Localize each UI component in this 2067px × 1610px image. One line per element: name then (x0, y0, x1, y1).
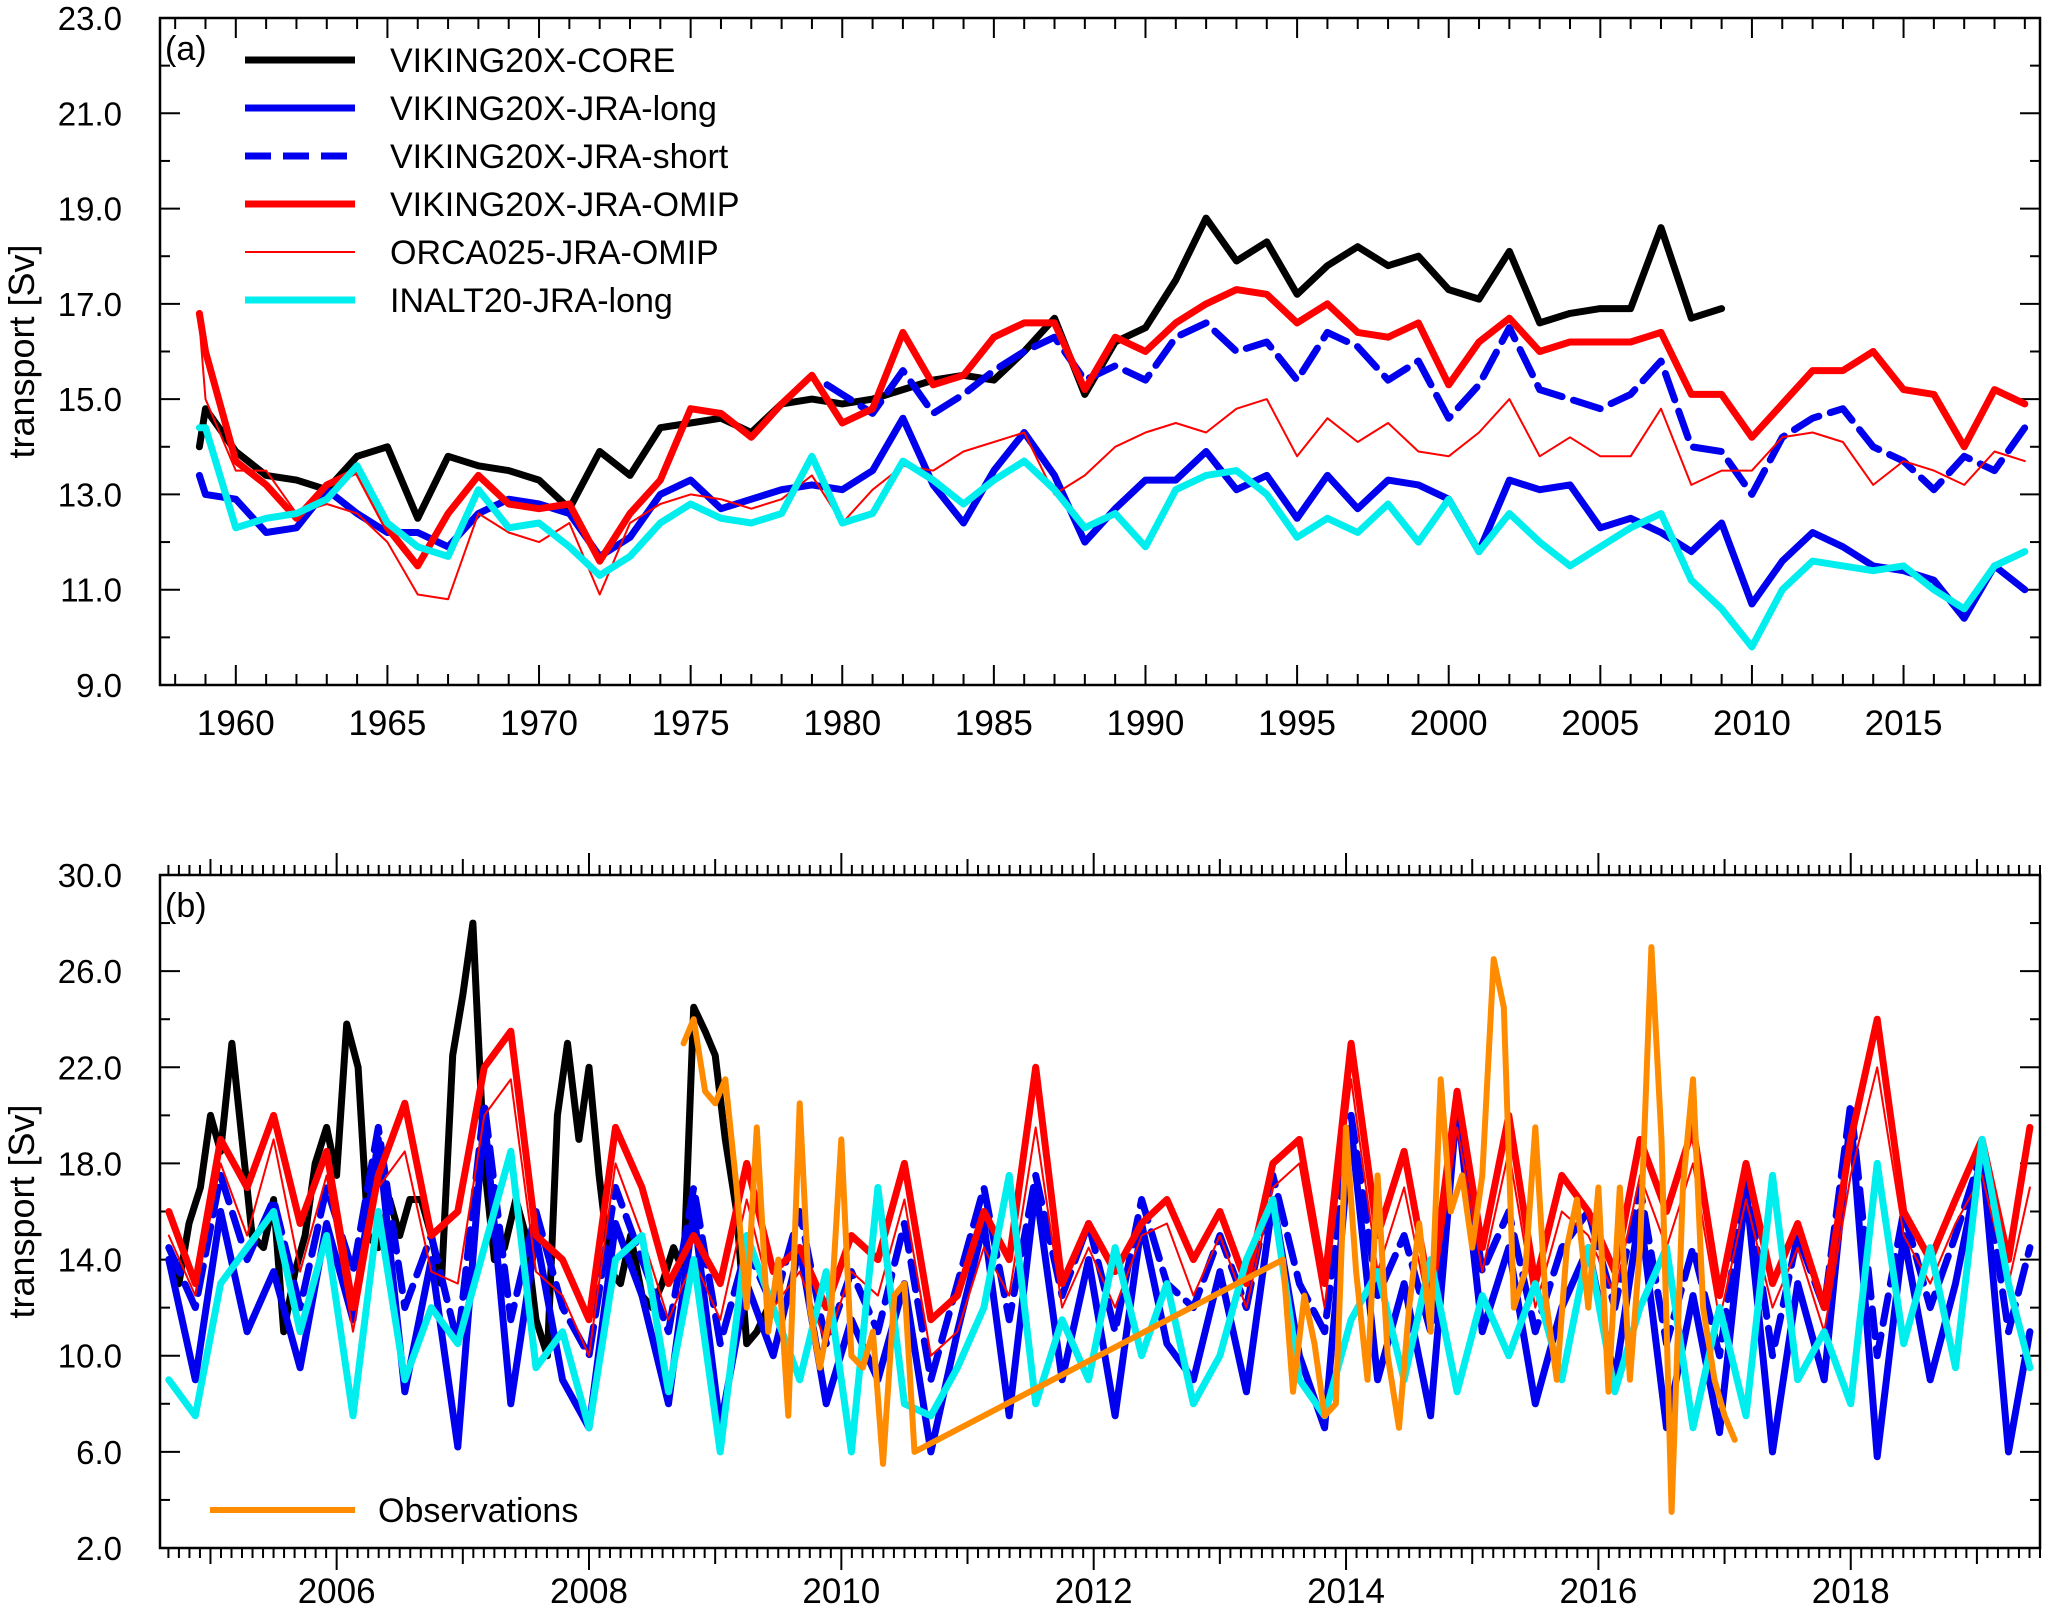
x-tick-label: 1990 (1107, 704, 1185, 743)
x-tick-label: 1975 (652, 704, 730, 743)
y-tick-label: 22.0 (58, 1049, 122, 1086)
series-line-viking20x-jra-omip (195, 286, 2029, 570)
panel-b: 2.0 6.0 10.0 14.0 18.0 22.0 26.0 30.0 2006 2008 20… (1, 853, 2042, 1610)
x-tick-label: 1965 (348, 704, 426, 743)
legend-label-observations: Observations (378, 1492, 578, 1530)
x-tick-label: 1985 (955, 704, 1033, 743)
y-tick-label: 17.0 (58, 286, 122, 323)
panel-label: (a) (165, 30, 207, 68)
legend-label-viking20x-core: VIKING20X-CORE (390, 42, 675, 80)
y-tick-label: 15.0 (58, 381, 122, 418)
series-group (195, 214, 2029, 651)
x-tick-label: 1995 (1258, 704, 1336, 743)
x-tick-label: 2015 (1865, 704, 1943, 743)
series-line-viking20x-jra-short (823, 319, 2029, 498)
x-tick-label: 1960 (197, 704, 275, 743)
plot-frame (158, 16, 2042, 687)
x-tick-label: 2010 (1713, 704, 1791, 743)
y-tick-label: 23.0 (58, 0, 122, 37)
legend: Observations (210, 1492, 578, 1530)
legend-label-viking20x-jra-long: VIKING20X-JRA-long (390, 90, 717, 128)
y-tick-label: 26.0 (58, 953, 122, 990)
y-tick-label: 6.0 (76, 1434, 122, 1471)
y-tick-label: 2.0 (76, 1530, 122, 1567)
legend-label-inalt20-jra-long: INALT20-JRA-long (390, 282, 673, 320)
series-line-inalt20-jra-long (165, 1135, 2034, 1456)
x-tick-label: 2014 (1307, 1572, 1385, 1610)
series-group (165, 919, 2034, 1515)
legend-label-viking20x-jra-short: VIKING20X-JRA-short (390, 138, 729, 176)
y-axis-label: transport [Sv] (1, 1104, 42, 1318)
x-tick-label: 2018 (1812, 1572, 1890, 1610)
x-tick-label: 2008 (550, 1572, 628, 1610)
y-tick-label: 30.0 (58, 857, 122, 894)
series-line-orca025-jra-omip (167, 1066, 2031, 1357)
x-tick-label: 1970 (500, 704, 578, 743)
series-line-viking20x-jra-long (195, 414, 2029, 622)
plot-frame (158, 873, 2042, 1550)
x-tick-label: 2006 (298, 1572, 376, 1610)
y-tick-label: 10.0 (58, 1338, 122, 1375)
y-axis-label: transport [Sv] (1, 244, 42, 458)
panel-a: 9.0 11.0 13.0 15.0 17.0 19.0 21.0 23.0 1960 1965 1… (1, 0, 2042, 743)
series-line-orca025-jra-omip (198, 321, 2026, 601)
y-tick-label: 18.0 (58, 1145, 122, 1182)
x-tick-label: 2005 (1561, 704, 1639, 743)
y-tick-label: 14.0 (58, 1242, 122, 1279)
legend-label-viking20x-jra-omip: VIKING20X-JRA-OMIP (390, 186, 740, 224)
panel-label: (b) (165, 887, 207, 925)
legend-label-orca025-jra-omip: ORCA025-JRA-OMIP (390, 234, 719, 272)
x-tick-label: 1980 (803, 704, 881, 743)
legend: VIKING20X-CORE VIKING20X-JRA-long VIKING20… (245, 42, 740, 320)
y-tick-label: 11.0 (60, 572, 122, 609)
series-line-inalt20-jra-long (195, 424, 2029, 651)
series-line-viking20x-jra-omip (165, 1015, 2034, 1324)
series-line-observations (680, 944, 1738, 1515)
x-tick-label: 2000 (1410, 704, 1488, 743)
y-tick-label: 19.0 (58, 191, 122, 228)
x-tick-label: 2012 (1055, 1572, 1133, 1610)
y-tick-label: 9.0 (76, 667, 122, 704)
y-tick-label: 21.0 (58, 95, 122, 132)
x-tick-label: 2016 (1559, 1572, 1637, 1610)
y-tick-label: 13.0 (58, 476, 122, 513)
x-tick-label: 2010 (802, 1572, 880, 1610)
